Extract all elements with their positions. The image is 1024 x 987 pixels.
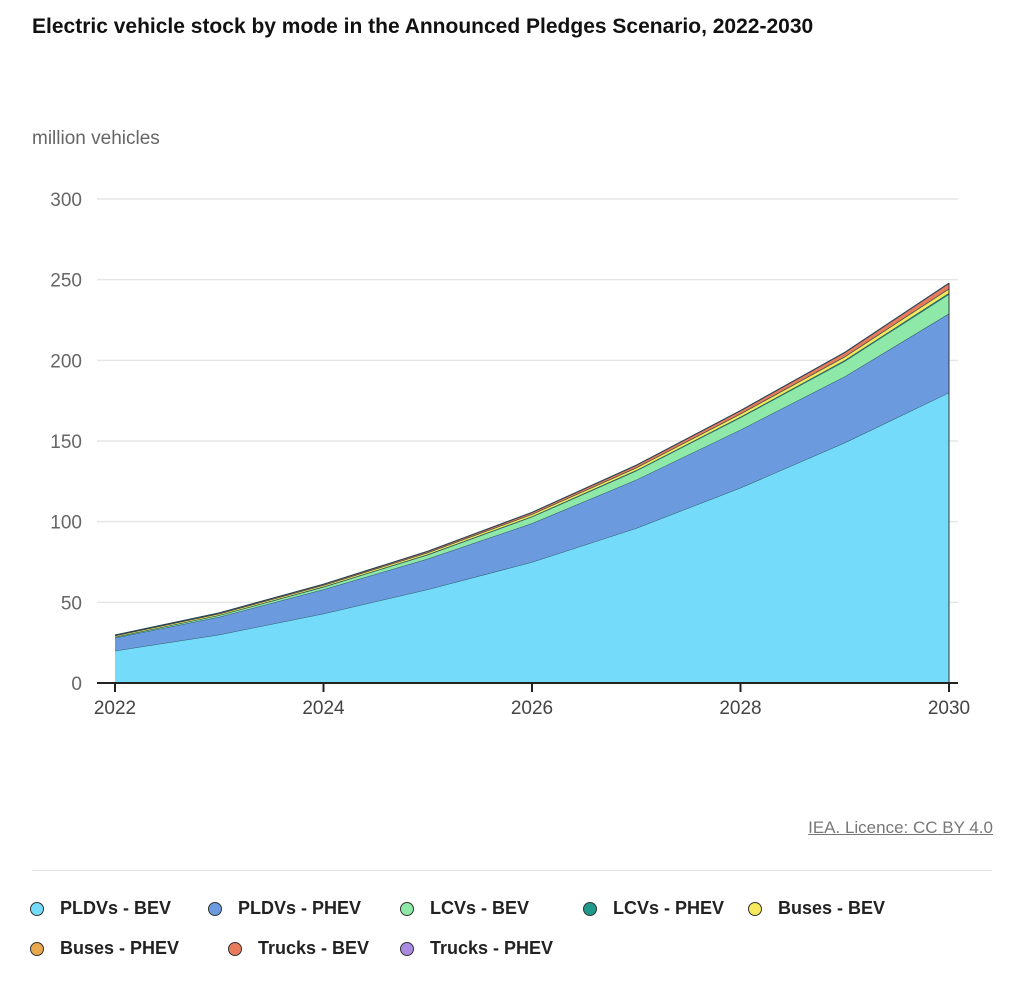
legend-swatch-icon: [400, 941, 414, 956]
legend-label: Trucks - BEV: [258, 938, 370, 958]
legend-label: Buses - PHEV: [60, 938, 180, 958]
y-tick-label: 300: [50, 190, 82, 211]
legend-swatch-icon: [583, 901, 597, 916]
chart-title: Electric vehicle stock by mode in the An…: [32, 15, 814, 38]
legend-swatch-icon: [30, 901, 44, 916]
y-tick-label: 100: [50, 513, 82, 534]
x-tick-label: 2030: [928, 698, 970, 719]
legend-swatch-icon: [228, 941, 242, 956]
legend-label: PLDVs - PHEV: [238, 898, 362, 918]
legend-swatch-icon: [400, 901, 414, 916]
legend-label: Trucks - PHEV: [430, 938, 554, 958]
y-tick-label: 50: [61, 593, 82, 614]
area-pldvs-bev: [115, 392, 949, 683]
legend-swatch-icon: [30, 941, 44, 956]
legend-item[interactable]: Trucks - BEV: [228, 938, 369, 959]
legend-divider: [32, 870, 992, 871]
licence-link[interactable]: IEA. Licence: CC BY 4.0: [808, 818, 993, 837]
x-tick-label: 2026: [511, 698, 553, 719]
legend-item[interactable]: LCVs - BEV: [400, 898, 529, 919]
legend-swatch-icon: [748, 901, 762, 916]
legend-item[interactable]: LCVs - PHEV: [583, 898, 724, 919]
x-tick-label: 2024: [302, 698, 345, 719]
legend-item[interactable]: PLDVs - BEV: [30, 898, 171, 919]
legend-swatch-icon: [208, 901, 222, 916]
legend-label: LCVs - PHEV: [613, 898, 725, 918]
y-tick-label: 250: [50, 271, 82, 292]
chart-plot: 0 50 100 150 200 250 300 2022 2024 2026 2028 2030: [50, 190, 970, 719]
legend-label: PLDVs - BEV: [60, 898, 172, 918]
y-tick-label: 200: [50, 351, 82, 372]
legend-item[interactable]: PLDVs - PHEV: [208, 898, 361, 919]
legend-item[interactable]: Buses - BEV: [748, 898, 885, 919]
legend-item[interactable]: Trucks - PHEV: [400, 938, 553, 959]
y-axis-label: million vehicles: [32, 128, 160, 149]
legend-label: LCVs - BEV: [430, 898, 530, 918]
legend-item[interactable]: Buses - PHEV: [30, 938, 179, 959]
x-tick-label: 2028: [719, 698, 761, 719]
legend-label: Buses - BEV: [778, 898, 886, 918]
x-tick-label: 2022: [94, 698, 136, 719]
y-tick-label: 150: [50, 432, 82, 453]
y-tick-label: 0: [71, 674, 82, 695]
series-line: [114, 282, 950, 636]
